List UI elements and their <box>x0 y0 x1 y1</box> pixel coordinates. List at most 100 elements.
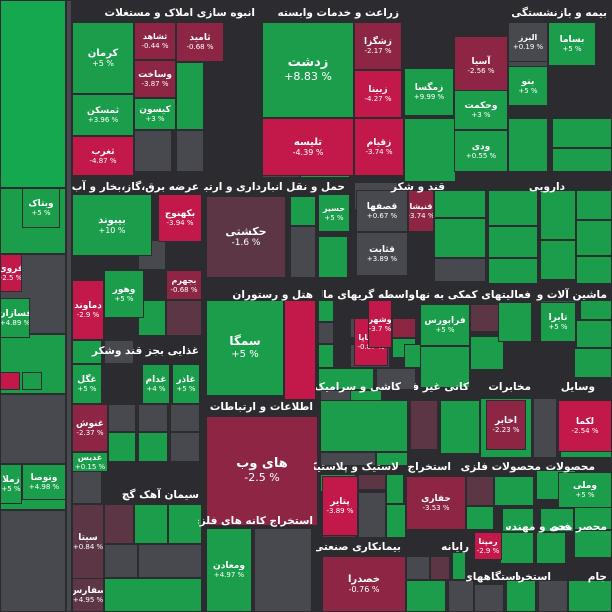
filler-tile[interactable] <box>540 190 576 240</box>
stock-tile[interactable]: حفاری -3.53 % <box>406 476 466 530</box>
stock-tile[interactable]: بساما +5 % <box>548 22 596 66</box>
stock-tile[interactable]: سفارس+4.95 % <box>72 578 104 612</box>
filler-tile[interactable] <box>318 344 334 368</box>
filler-tile[interactable] <box>284 300 316 400</box>
filler-tile[interactable] <box>488 226 538 258</box>
filler-tile[interactable] <box>176 62 204 130</box>
stock-tile[interactable]: قنیشا -3.74 % <box>408 190 434 232</box>
stock-tile[interactable]: ثمسکن +3.96 % <box>72 94 134 136</box>
stock-tile[interactable]: سیتا +0.84 % <box>72 504 104 580</box>
filler-tile[interactable] <box>386 504 406 538</box>
stock-tile[interactable]: دماوند -2.9 % <box>72 280 104 340</box>
stock-tile[interactable]: سمگا +5 % <box>206 300 284 396</box>
filler-tile[interactable] <box>434 258 486 282</box>
filler-tile[interactable] <box>22 372 42 390</box>
filler-tile[interactable] <box>488 258 538 284</box>
stock-tile[interactable]: تابرا +5 % <box>540 302 576 342</box>
stock-tile[interactable]: رمپنا -2.9 % <box>474 532 502 560</box>
filler-tile[interactable] <box>494 476 534 506</box>
filler-tile[interactable] <box>540 508 574 532</box>
filler-tile[interactable] <box>420 346 470 388</box>
stock-tile[interactable]: زدشت +8.83 % <box>262 22 354 118</box>
stock-tile[interactable]: زشگزا -2.17 % <box>354 22 402 70</box>
filler-tile[interactable] <box>576 190 612 220</box>
stock-tile[interactable]: اخابر -2.23 % <box>486 400 526 450</box>
filler-tile[interactable] <box>474 584 504 612</box>
filler-tile[interactable] <box>0 0 66 188</box>
filler-tile[interactable] <box>538 580 568 612</box>
stock-tile[interactable]: زقیام -3.74 % <box>354 118 404 176</box>
filler-tile[interactable] <box>108 404 136 432</box>
stock-tile[interactable]: زمگسا +9.99 % <box>404 68 454 116</box>
stock-tile[interactable]: بجهرم -0.68 % <box>166 270 202 300</box>
filler-tile[interactable] <box>320 400 408 452</box>
stock-tile[interactable]: بیبوند +10 % <box>72 194 152 256</box>
stock-tile[interactable]: ومعادن +4.97 % <box>206 528 252 612</box>
stock-tile[interactable]: کرمان +5 % <box>72 22 134 94</box>
filler-tile[interactable] <box>0 394 66 464</box>
filler-tile[interactable] <box>170 404 200 432</box>
stock-tile[interactable]: وهور +5 % <box>104 270 144 318</box>
stock-tile[interactable]: لکما -2.54 % <box>558 400 612 452</box>
filler-tile[interactable] <box>134 130 172 172</box>
filler-tile[interactable] <box>138 300 166 336</box>
filler-tile[interactable] <box>406 580 446 612</box>
filler-tile[interactable] <box>318 300 334 322</box>
stock-tile[interactable]: آسیا -2.56 % <box>454 36 508 96</box>
filler-tile[interactable] <box>168 504 202 544</box>
filler-tile[interactable] <box>72 340 102 364</box>
filler-tile[interactable] <box>104 504 134 544</box>
filler-tile[interactable] <box>0 510 66 612</box>
filler-tile[interactable] <box>506 580 536 612</box>
filler-tile[interactable] <box>574 530 612 558</box>
stock-tile[interactable]: خصدرا -0.76 % <box>322 556 406 612</box>
stock-tile[interactable]: غنوش -2.37 % <box>72 404 108 452</box>
filler-tile[interactable] <box>576 320 612 348</box>
filler-tile[interactable] <box>0 334 66 394</box>
filler-tile[interactable] <box>376 368 416 390</box>
filler-tile[interactable] <box>358 474 386 490</box>
filler-tile[interactable] <box>108 432 136 462</box>
stock-tile[interactable]: زبینا -4.27 % <box>354 70 402 118</box>
filler-tile[interactable] <box>466 506 494 530</box>
filler-tile[interactable] <box>0 372 20 390</box>
stock-tile[interactable]: غاذر +5 % <box>172 364 200 404</box>
stock-tile[interactable]: غدیس +0.15 % <box>72 452 108 472</box>
filler-tile[interactable] <box>166 300 202 336</box>
stock-tile[interactable]: البرز +0.19 % <box>508 22 548 62</box>
filler-tile[interactable] <box>290 196 316 226</box>
stock-tile[interactable]: حکشتی -1.6 % <box>206 196 286 278</box>
filler-tile[interactable] <box>104 544 138 578</box>
stock-tile[interactable]: ثغرب -4.87 % <box>72 136 134 176</box>
filler-tile[interactable] <box>502 508 534 532</box>
filler-tile[interactable] <box>290 226 316 278</box>
stock-tile[interactable]: غگل +5 % <box>72 364 102 404</box>
stock-tile[interactable]: وحکمت +3 % <box>454 90 508 130</box>
filler-tile[interactable] <box>466 476 494 506</box>
stock-tile[interactable]: بنو +5 % <box>508 66 548 106</box>
stock-tile[interactable]: کیسون +3 % <box>134 98 176 130</box>
filler-tile[interactable] <box>533 398 557 458</box>
stock-tile[interactable]: وساخت -3.87 % <box>134 60 176 98</box>
filler-tile[interactable] <box>536 532 566 564</box>
stock-tile[interactable]: وتوصا +4.98 % <box>22 464 66 500</box>
stock-tile[interactable]: زملا +5 % <box>0 464 22 504</box>
filler-tile[interactable] <box>176 130 204 172</box>
filler-tile[interactable] <box>318 368 374 390</box>
filler-tile[interactable] <box>138 404 168 432</box>
stock-tile[interactable]: وبتاک +5 % <box>22 188 60 228</box>
stock-tile[interactable]: تلیسه -4.39 % <box>262 118 354 176</box>
stock-tile[interactable]: های وب -2.5 % <box>206 416 318 526</box>
stock-tile[interactable]: بکهنوج -3.94 % <box>158 194 202 242</box>
filler-tile[interactable] <box>386 474 404 504</box>
stock-tile[interactable]: ودی +0.55 % <box>454 130 508 172</box>
filler-tile[interactable] <box>104 340 134 364</box>
filler-tile[interactable] <box>488 190 538 226</box>
filler-tile[interactable] <box>254 528 312 612</box>
stock-tile[interactable]: پتایر -3.89 % <box>322 476 358 536</box>
filler-tile[interactable] <box>318 322 334 344</box>
stock-tile[interactable]: ثشاهد -0.44 % <box>134 22 176 60</box>
stock-tile[interactable]: فروی-2.5 % <box>0 254 22 292</box>
filler-tile[interactable] <box>392 318 416 338</box>
filler-tile[interactable] <box>430 556 450 580</box>
